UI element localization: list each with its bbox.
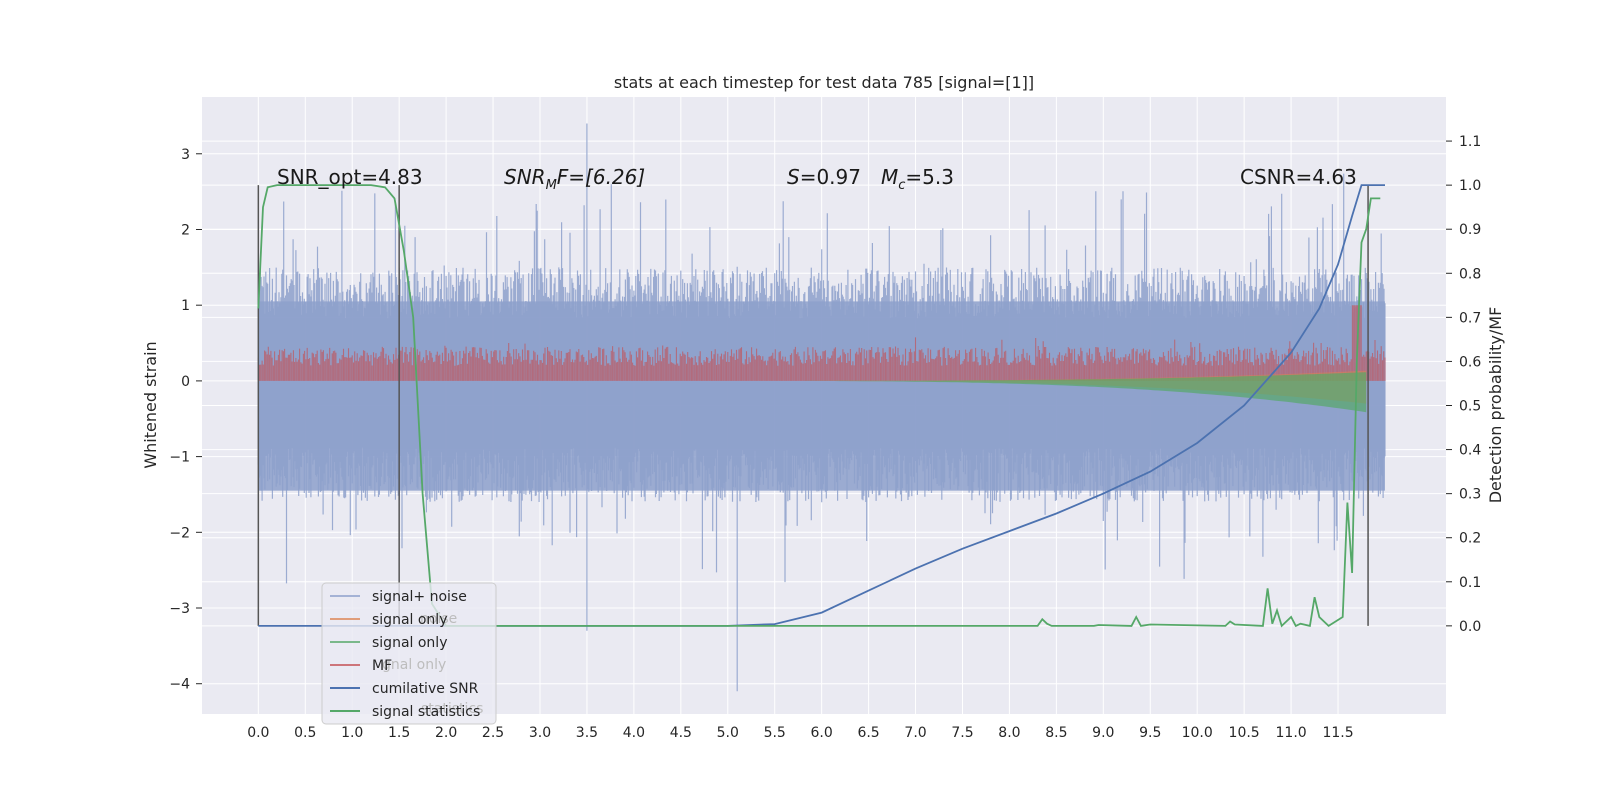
x-tick-label-9: 4.5 [670, 725, 692, 741]
y-tick-label-6: −3 [169, 601, 190, 617]
legend-label-3: MF [372, 658, 392, 674]
x-tick-label-16: 8.0 [998, 725, 1020, 741]
y-tick-label-3: 0 [181, 374, 190, 390]
yr-tick-label-8: 0.3 [1459, 487, 1481, 503]
line-series [257, 184, 1385, 628]
y-tick-label-7: −4 [169, 677, 190, 693]
y-axis-right-title: Detection probability/MF [1486, 307, 1505, 504]
signal-only-series [727, 370, 1367, 413]
yr-tick-label-7: 0.4 [1459, 443, 1481, 459]
x-tick-label-7: 3.5 [576, 725, 598, 741]
y-axis-right-ticks: 1.1 1.0 0.9 0.8 0.7 0.6 0.5 0.4 0.3 0.2 0.1 0.0 [1446, 134, 1481, 635]
x-tick-label-15: 7.5 [951, 725, 973, 741]
series-signal-only-2 [727, 372, 1367, 413]
legend-ghost-2: gnal only [382, 657, 446, 673]
s-value: =0.97 [800, 165, 861, 189]
vertical-markers [257, 185, 1369, 626]
yr-tick-label-1: 1.0 [1459, 178, 1481, 194]
annotation-s: S=0.97 [787, 165, 861, 189]
x-tick-label-12: 6.0 [811, 725, 833, 741]
x-tick-label-18: 9.0 [1092, 725, 1114, 741]
x-tick-label-22: 11.0 [1276, 725, 1307, 741]
y-axis-title: Whitened strain [141, 341, 160, 468]
legend-label-2: signal only [372, 635, 447, 651]
y-tick-label-2: 1 [181, 298, 190, 314]
y-axis-ticks: 3 2 1 0 −1 −2 −3 −4 [169, 147, 202, 693]
snr-mf-value: F=[6.26] [557, 165, 645, 189]
signal-plus-noise-core [258, 301, 1385, 491]
yr-tick-label-5: 0.6 [1459, 354, 1481, 370]
yr-tick-label-9: 0.2 [1459, 531, 1481, 547]
x-axis-ticks: 0.0 0.5 1.0 1.5 2.0 2.5 3.0 3.5 4.0 4.5 5.0 5.5 6.0 6… [247, 725, 1353, 741]
x-tick-label-6: 3.0 [529, 725, 551, 741]
annotation-snr-opt: SNR_opt=4.83 [277, 165, 423, 189]
yr-tick-label-10: 0.1 [1459, 575, 1481, 591]
annotation-mc: Mc=5.3 [881, 165, 954, 193]
yr-tick-label-11: 0.0 [1459, 619, 1481, 635]
chart-title: stats at each timestep for test data 785… [614, 73, 1034, 92]
mc-symbol: M [881, 165, 898, 189]
legend-ghost-1: noise [420, 611, 457, 627]
legend-label-1: signal only [372, 612, 447, 628]
s-symbol: S [787, 165, 800, 189]
yr-tick-label-2: 0.9 [1459, 222, 1481, 238]
y-tick-label-0: 3 [181, 147, 190, 163]
x-tick-label-0: 0.0 [247, 725, 269, 741]
y-tick-label-5: −2 [169, 525, 190, 541]
mc-value: =5.3 [905, 165, 954, 189]
annotation-csnr: CSNR=4.63 [1240, 165, 1357, 189]
annotation-snr-mf: SNRMF=[6.26] [504, 165, 645, 193]
annotations: SNR_opt=4.83 SNRMF=[6.26] S=0.97 Mc=5.3 … [277, 165, 1357, 193]
x-tick-label-3: 1.5 [388, 725, 410, 741]
yr-tick-label-0: 1.1 [1459, 134, 1481, 150]
legend-label-5: signal statistics [372, 704, 480, 720]
legend-ghost-3: statistics [421, 701, 483, 717]
x-tick-label-17: 8.5 [1045, 725, 1067, 741]
x-tick-label-4: 2.0 [435, 725, 457, 741]
noise-series [257, 123, 1386, 692]
mc-subscript: c [898, 178, 905, 193]
snr-mf-subscript: M [546, 178, 557, 193]
x-tick-label-21: 10.5 [1229, 725, 1260, 741]
x-tick-label-19: 9.5 [1139, 725, 1161, 741]
series-cumilative-SNR [258, 184, 1385, 627]
x-tick-label-14: 7.0 [904, 725, 926, 741]
snr-mf-symbol: SNR [504, 165, 546, 189]
y-tick-label-1: 2 [181, 222, 190, 238]
yr-tick-label-3: 0.8 [1459, 266, 1481, 282]
legend: noise gnal only statistics signal+ noise… [321, 582, 497, 725]
legend-entries: signal+ noise signal only signal only MF cum… [330, 589, 480, 720]
x-tick-label-10: 5.0 [717, 725, 739, 741]
legend-label-0: signal+ noise [372, 589, 467, 605]
x-tick-label-2: 1.0 [341, 725, 363, 741]
yr-tick-label-4: 0.7 [1459, 310, 1481, 326]
y-tick-label-4: −1 [169, 450, 190, 466]
x-tick-label-20: 10.0 [1182, 725, 1213, 741]
legend-label-4: cumilative SNR [372, 681, 479, 697]
x-tick-label-5: 2.5 [482, 725, 504, 741]
x-tick-label-23: 11.5 [1322, 725, 1353, 741]
x-tick-label-13: 6.5 [857, 725, 879, 741]
x-tick-label-11: 5.5 [764, 725, 786, 741]
x-tick-label-8: 4.0 [623, 725, 645, 741]
x-tick-label-1: 0.5 [294, 725, 316, 741]
yr-tick-label-6: 0.5 [1459, 399, 1481, 415]
series-signal-statistics [257, 184, 1381, 628]
legend-box [321, 582, 497, 725]
